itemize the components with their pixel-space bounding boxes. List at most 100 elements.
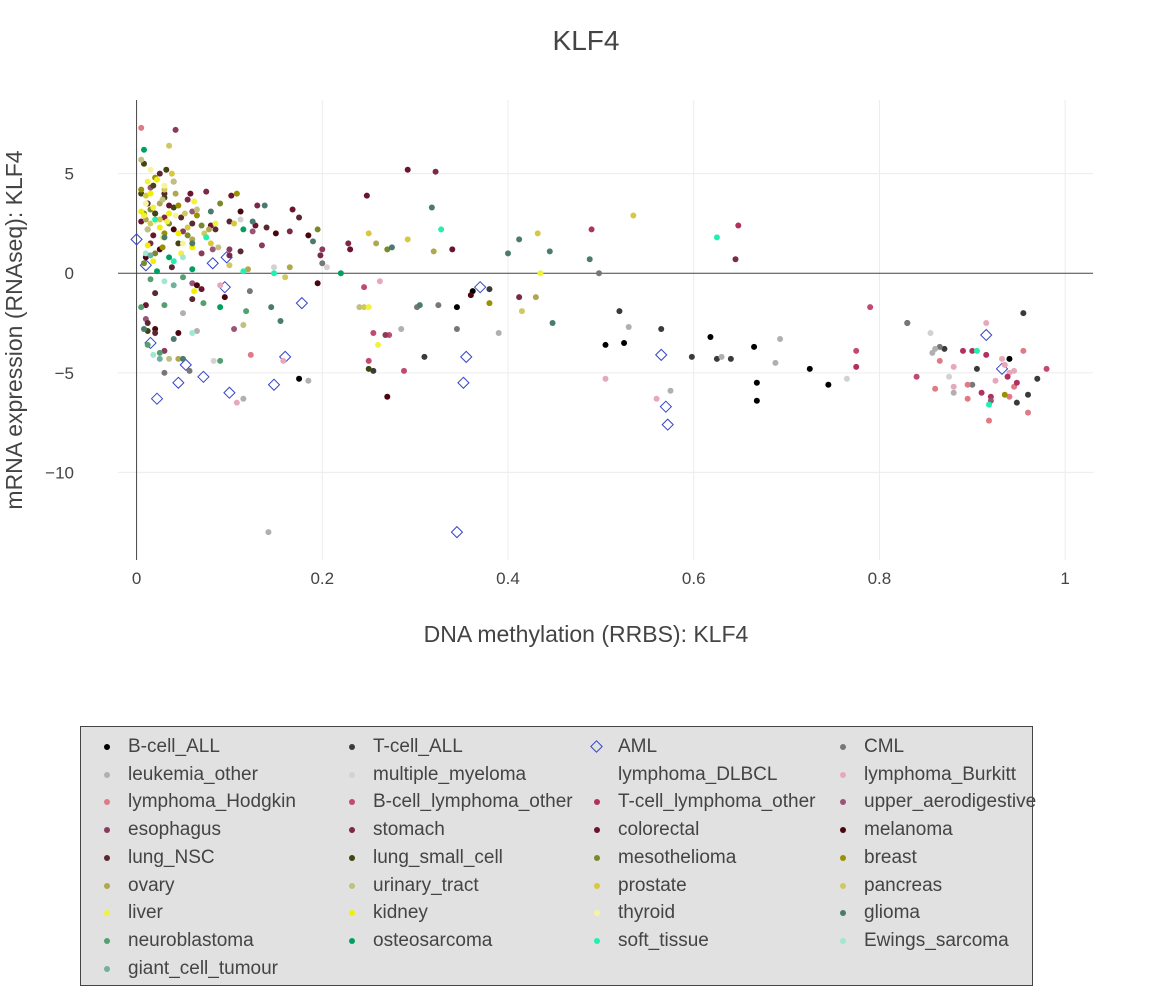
legend-item[interactable]: pancreas [823, 874, 942, 898]
data-point [980, 328, 993, 342]
legend-item[interactable]: multiple_myeloma [332, 763, 526, 787]
data-point [1013, 379, 1020, 386]
data-point [978, 389, 985, 396]
x-tick-label: 0.8 [868, 569, 892, 588]
legend-item[interactable]: giant_cell_tumour [87, 957, 278, 981]
data-point [189, 280, 196, 287]
data-point [707, 333, 714, 340]
data-point [231, 326, 238, 333]
legend-item[interactable]: CML [823, 735, 904, 759]
legend-marker [332, 790, 362, 814]
legend-item[interactable]: thyroid [577, 901, 675, 925]
legend-item[interactable]: B-cell_ALL [87, 735, 220, 759]
legend-item[interactable]: urinary_tract [332, 874, 479, 898]
legend-item[interactable]: T-cell_lymphoma_other [577, 790, 815, 814]
data-point [159, 244, 166, 251]
legend-label: upper_aerodigestive [864, 791, 1037, 813]
legend-item[interactable]: AML [577, 735, 657, 759]
legend-item[interactable]: liver [87, 901, 163, 925]
legend-item[interactable]: lung_NSC [87, 846, 215, 870]
data-point [263, 224, 270, 231]
data-point [217, 200, 224, 207]
legend-item[interactable]: esophagus [87, 818, 221, 842]
legend-marker [87, 818, 117, 842]
data-point [180, 355, 186, 362]
legend-item[interactable]: upper_aerodigestive [823, 790, 1036, 814]
data-point [467, 292, 474, 299]
legend-item[interactable]: osteosarcoma [332, 929, 492, 953]
data-point [191, 198, 198, 205]
data-point [240, 268, 247, 275]
data-point [150, 258, 157, 265]
data-point [272, 230, 279, 237]
legend-marker [577, 763, 607, 787]
data-point [282, 274, 289, 281]
data-point [217, 357, 224, 364]
legend-marker [577, 790, 607, 814]
legend-item[interactable]: stomach [332, 818, 445, 842]
data-point [191, 288, 198, 295]
legend-item[interactable]: breast [823, 846, 917, 870]
data-point [166, 142, 173, 149]
data-point [323, 264, 330, 271]
data-point [361, 284, 368, 291]
data-point [960, 347, 966, 354]
data-point [713, 234, 720, 241]
data-point [927, 329, 934, 336]
legend-item[interactable]: kidney [332, 901, 428, 925]
data-point [337, 270, 344, 277]
legend-item[interactable]: leukemia_other [87, 763, 258, 787]
legend-item[interactable]: B-cell_lymphoma_other [332, 790, 573, 814]
legend: B-cell_ALL T-cell_ALL AML CML leukemia_other… [80, 726, 1036, 986]
data-point [404, 236, 411, 243]
data-point [233, 399, 240, 406]
data-point [460, 350, 473, 364]
data-point [296, 375, 303, 382]
legend-marker [332, 846, 362, 870]
data-point [152, 290, 159, 297]
legend-item[interactable]: prostate [577, 874, 687, 898]
data-point [217, 304, 224, 311]
data-point [249, 218, 256, 225]
data-point [363, 192, 370, 199]
legend-label: leukemia_other [128, 763, 258, 785]
legend-item[interactable]: glioma [823, 901, 920, 925]
data-point [175, 202, 182, 209]
x-tick-label: 0.2 [310, 569, 334, 588]
data-point [233, 190, 240, 197]
data-point [152, 216, 159, 223]
data-point [170, 335, 177, 342]
data-point [516, 236, 523, 243]
data-point [806, 365, 813, 372]
legend-item[interactable]: Ewings_sarcoma [823, 929, 1009, 953]
data-point [1013, 399, 1020, 406]
data-point [936, 343, 943, 350]
data-point [289, 206, 296, 213]
data-point [361, 304, 368, 311]
data-point [147, 220, 154, 227]
legend-item[interactable]: lymphoma_Hodgkin [87, 790, 296, 814]
data-point [179, 358, 192, 372]
legend-item[interactable]: ovary [87, 874, 174, 898]
data-point [658, 326, 665, 333]
data-point [751, 343, 758, 350]
legend-item[interactable]: T-cell_ALL [332, 735, 463, 759]
legend-item[interactable]: colorectal [577, 818, 699, 842]
data-point [969, 347, 976, 354]
legend-item[interactable]: mesothelioma [577, 846, 736, 870]
data-point [428, 204, 435, 211]
legend-item[interactable]: melanoma [823, 818, 953, 842]
legend-label: neuroblastoma [128, 929, 254, 951]
legend-item[interactable]: neuroblastoma [87, 929, 254, 953]
legend-item[interactable]: lymphoma_DLBCL [577, 763, 777, 787]
data-point [200, 300, 207, 307]
data-point [950, 389, 957, 396]
data-point [495, 329, 502, 336]
legend-item[interactable]: lung_small_cell [332, 846, 503, 870]
legend-item[interactable]: lymphoma_Burkitt [823, 763, 1016, 787]
data-point [180, 310, 186, 317]
legend-item[interactable]: soft_tissue [577, 929, 709, 953]
data-point [843, 375, 850, 382]
y-tick-label: −10 [45, 463, 74, 482]
data-point [180, 228, 186, 235]
